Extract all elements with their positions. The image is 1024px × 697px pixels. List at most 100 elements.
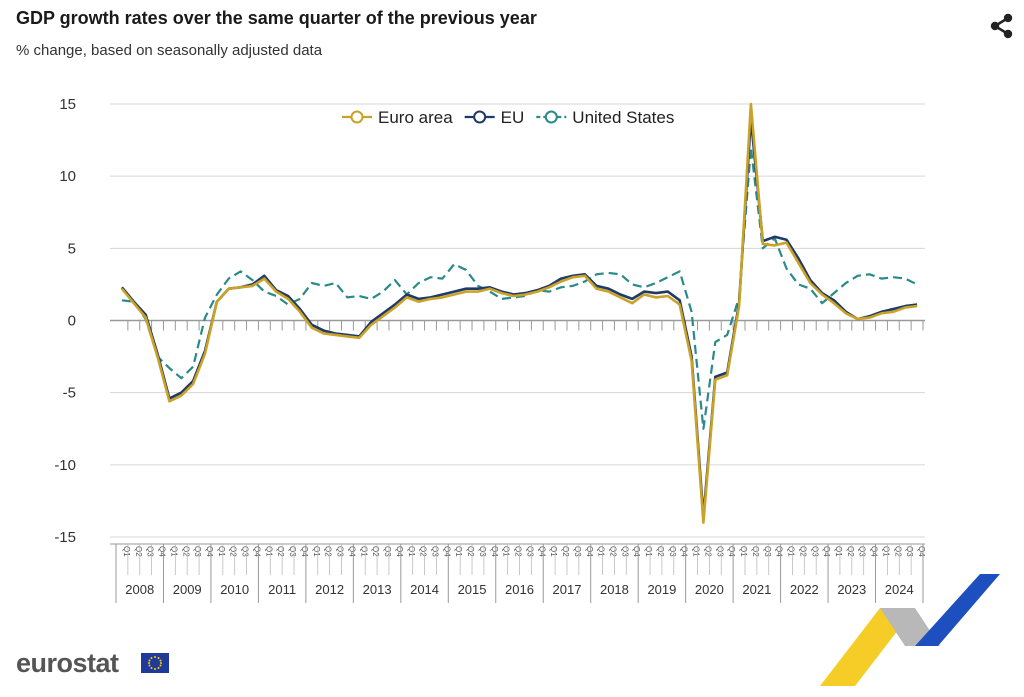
share-icon[interactable] [988, 12, 1016, 40]
quarter-label: Q2 [798, 546, 807, 557]
year-label: 2008 [125, 582, 154, 597]
y-tick-label: 10 [59, 168, 76, 185]
quarter-label: Q2 [466, 546, 475, 557]
quarter-label: Q3 [193, 546, 202, 557]
year-label: 2015 [458, 582, 487, 597]
quarter-label: Q3 [715, 546, 724, 557]
legend-marker-euro-area [350, 110, 364, 124]
y-tick-label: -15 [54, 529, 76, 546]
quarter-label: Q1 [597, 546, 606, 557]
quarter-label: Q2 [134, 546, 143, 557]
legend-marker-eu [473, 110, 487, 124]
quarter-label: Q2 [181, 546, 190, 557]
quarter-label: Q4 [775, 546, 784, 557]
quarter-label: Q1 [834, 546, 843, 557]
year-label: 2020 [695, 582, 724, 597]
quarter-label: Q1 [739, 546, 748, 557]
year-label: 2014 [410, 582, 439, 597]
quarter-label: Q3 [430, 546, 439, 557]
legend-marker-united-states [544, 110, 558, 124]
quarter-label: Q4 [537, 546, 546, 557]
eu-flag-icon [141, 653, 169, 673]
year-label: 2024 [885, 582, 914, 597]
quarter-label: Q4 [727, 546, 736, 557]
quarter-label: Q4 [585, 546, 594, 557]
year-label: 2022 [790, 582, 819, 597]
quarter-label: Q3 [905, 546, 914, 557]
series-line-eu [120, 117, 918, 519]
quarter-label: Q4 [870, 546, 879, 557]
quarter-label: Q3 [810, 546, 819, 557]
series-line-united-states [121, 146, 918, 430]
quarter-label: Q4 [632, 546, 641, 557]
quarter-label: Q2 [419, 546, 428, 557]
quarter-label: Q2 [229, 546, 238, 557]
quarter-label: Q1 [454, 546, 463, 557]
year-label: 2009 [173, 582, 202, 597]
quarter-label: Q4 [490, 546, 499, 557]
quarter-label: Q3 [668, 546, 677, 557]
year-label: 2018 [600, 582, 629, 597]
quarter-label: Q2 [561, 546, 570, 557]
quarter-label: Q4 [680, 546, 689, 557]
quarter-label: Q1 [787, 546, 796, 557]
quarter-label: Q4 [442, 546, 451, 557]
quarter-label: Q2 [324, 546, 333, 557]
year-label: 2019 [647, 582, 676, 597]
y-tick-label: 0 [68, 313, 76, 330]
quarter-label: Q3 [858, 546, 867, 557]
quarter-label: Q3 [573, 546, 582, 557]
quarter-label: Q3 [383, 546, 392, 557]
quarter-label: Q1 [359, 546, 368, 557]
eurostat-logo: eurostat [16, 648, 119, 678]
quarter-label: Q3 [763, 546, 772, 557]
quarter-label: Q2 [751, 546, 760, 557]
quarter-label: Q3 [146, 546, 155, 557]
quarter-label: Q1 [122, 546, 131, 557]
quarter-label: Q2 [846, 546, 855, 557]
quarter-label: Q1 [644, 546, 653, 557]
quarter-label: Q4 [158, 546, 167, 557]
quarter-label: Q2 [514, 546, 523, 557]
y-tick-label: 5 [68, 240, 76, 257]
legend-label-euro-area: Euro area [378, 108, 453, 127]
quarter-label: Q4 [347, 546, 356, 557]
quarter-label: Q2 [703, 546, 712, 557]
quarter-label: Q1 [881, 546, 890, 557]
legend-label-eu: EU [501, 108, 525, 127]
quarter-label: Q4 [917, 546, 926, 557]
series-line-euro-area [120, 102, 918, 524]
quarter-label: Q4 [395, 546, 404, 557]
legend-label-united-states: United States [572, 108, 674, 127]
quarter-label: Q2 [276, 546, 285, 557]
year-label: 2023 [837, 582, 866, 597]
year-label: 2017 [553, 582, 582, 597]
quarter-label: Q3 [288, 546, 297, 557]
quarter-label: Q1 [217, 546, 226, 557]
quarter-label: Q4 [205, 546, 214, 557]
decorative-chevron-graphic [820, 574, 1000, 686]
quarter-label: Q1 [502, 546, 511, 557]
quarter-label: Q2 [893, 546, 902, 557]
year-label: 2012 [315, 582, 344, 597]
quarter-label: Q2 [656, 546, 665, 557]
quarter-label: Q3 [478, 546, 487, 557]
quarter-label: Q3 [336, 546, 345, 557]
year-label: 2013 [363, 582, 392, 597]
quarter-label: Q4 [822, 546, 831, 557]
year-label: 2021 [742, 582, 771, 597]
quarter-label: Q3 [620, 546, 629, 557]
quarter-label: Q1 [692, 546, 701, 557]
quarter-label: Q1 [312, 546, 321, 557]
year-label: 2011 [268, 582, 296, 597]
quarter-label: Q1 [264, 546, 273, 557]
quarter-label: Q3 [241, 546, 250, 557]
chart-title: GDP growth rates over the same quarter o… [16, 8, 537, 28]
y-tick-label: 15 [59, 96, 76, 113]
quarter-label: Q1 [169, 546, 178, 557]
quarter-label: Q1 [549, 546, 558, 557]
quarter-label: Q1 [407, 546, 416, 557]
y-tick-label: -10 [54, 457, 76, 474]
quarter-label: Q3 [525, 546, 534, 557]
